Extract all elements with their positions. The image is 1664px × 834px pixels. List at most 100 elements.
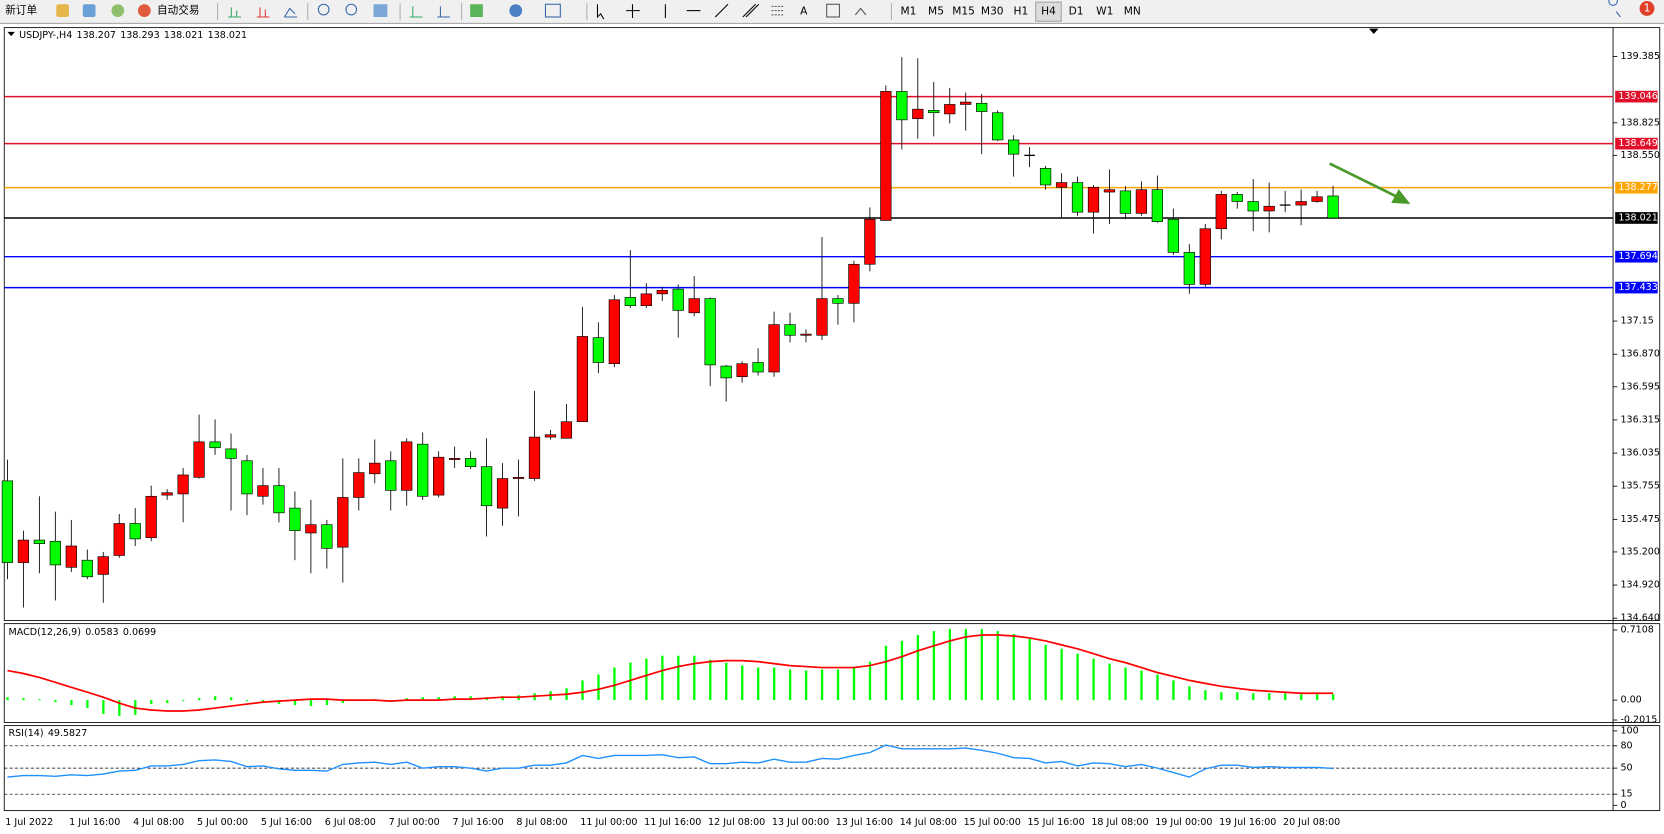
y-tick-label: 136.870 <box>1620 349 1659 360</box>
level-label: 138.649 <box>1618 138 1657 149</box>
level-label-bg <box>1615 281 1658 294</box>
icon[interactable] <box>373 4 388 17</box>
candle-body <box>816 298 828 336</box>
search-icon[interactable] <box>1608 0 1621 18</box>
candle-body <box>704 298 716 366</box>
macd-bar <box>245 700 249 702</box>
trend-arrow <box>1329 162 1411 204</box>
channel-icon[interactable] <box>742 3 760 18</box>
level-label: 137.694 <box>1618 251 1657 262</box>
macd-bar <box>804 670 808 701</box>
signal-value: 0.0699 <box>123 627 156 638</box>
macd-bar <box>229 697 233 701</box>
candle-body <box>880 91 892 221</box>
rsi-value: 49.5827 <box>48 728 87 739</box>
macd-title: MACD(12,26,9) <box>8 627 80 638</box>
candle-body <box>608 299 620 365</box>
zoom-out-icon[interactable] <box>345 3 358 16</box>
timeframe-button[interactable]: H4 <box>1041 5 1056 18</box>
icon[interactable] <box>437 6 450 18</box>
candle-body <box>145 495 157 539</box>
macd-bar <box>996 631 999 701</box>
timeframe-button[interactable]: W1 <box>1096 5 1113 18</box>
candle-body <box>1215 194 1227 230</box>
macd-bar <box>293 700 297 706</box>
candle-body <box>1 480 14 563</box>
level-label-bg <box>1615 212 1658 224</box>
macd-bar <box>1268 693 1271 701</box>
level-label-bg <box>1615 137 1658 150</box>
candle-body <box>401 441 413 491</box>
macd-bar <box>884 645 888 701</box>
y-tick-label: 134.640 <box>1620 613 1659 624</box>
icon[interactable] <box>256 7 270 18</box>
icon[interactable] <box>470 4 483 17</box>
macd-bar <box>820 669 824 701</box>
timeframe-button[interactable]: H1 <box>1014 5 1029 18</box>
open: 138.207 <box>77 30 116 41</box>
candle-body <box>688 298 700 314</box>
candle-body <box>864 218 876 265</box>
candle-body <box>1151 189 1163 222</box>
text-icon[interactable]: A <box>800 5 808 18</box>
fibo-icon[interactable] <box>771 5 785 16</box>
icon[interactable] <box>228 7 241 18</box>
icon[interactable] <box>56 4 69 17</box>
candle-body <box>640 293 652 307</box>
macd-bar <box>980 629 983 701</box>
macd-bar <box>677 655 680 701</box>
macd-bar <box>1108 663 1111 701</box>
auto-trading-button[interactable]: 自动交易 <box>157 4 199 17</box>
candle-body <box>161 492 173 496</box>
candle-body <box>1247 201 1259 212</box>
timeframe-button[interactable]: M1 <box>900 5 916 18</box>
arrow-icon[interactable] <box>854 7 867 16</box>
shift-marker <box>1368 28 1379 34</box>
y-tick-label: 50 <box>1620 763 1632 774</box>
icon[interactable] <box>544 3 561 18</box>
zoom-in-icon[interactable] <box>317 3 330 16</box>
candle-body <box>257 485 269 497</box>
macd-bar <box>1172 680 1175 701</box>
symbol: USDJPY-,H4 <box>19 30 72 41</box>
cursor-icon[interactable] <box>596 4 605 20</box>
icon[interactable] <box>409 6 423 18</box>
candle-body <box>560 421 573 439</box>
candle-body <box>784 324 796 336</box>
active-timeframe <box>1035 1 1062 22</box>
timeframe-button[interactable]: MN <box>1124 5 1141 18</box>
level-label-bg <box>1615 90 1658 103</box>
trendline-icon[interactable] <box>714 3 729 18</box>
timeframe-button[interactable]: M5 <box>928 5 944 18</box>
candle-body <box>944 104 956 115</box>
macd-bar <box>22 698 25 701</box>
crosshair-icon[interactable] <box>626 4 640 19</box>
candle-body <box>129 523 141 540</box>
icon[interactable] <box>111 4 125 17</box>
arrow-shaft <box>1329 162 1400 199</box>
auto-trading-icon[interactable] <box>137 4 151 17</box>
new-order-button[interactable]: 新订单 <box>5 4 37 17</box>
icon[interactable] <box>283 7 298 18</box>
candle-body <box>241 460 253 495</box>
macd-bar <box>1140 670 1143 701</box>
timeframe-button[interactable]: M15 <box>952 5 975 18</box>
icon[interactable] <box>82 4 96 17</box>
macd-bar <box>421 697 424 701</box>
candle-body <box>1199 228 1211 285</box>
level-label: 137.433 <box>1618 282 1657 293</box>
timeframe-button[interactable]: M30 <box>981 5 1004 18</box>
timeframe-button[interactable]: D1 <box>1069 5 1084 18</box>
notification-badge[interactable] <box>1639 1 1655 16</box>
level-label-bg <box>1615 250 1658 263</box>
candle-body <box>1119 190 1132 214</box>
level-label: 139.046 <box>1618 91 1657 102</box>
macd-bar <box>54 700 57 703</box>
macd-bar <box>1252 693 1255 701</box>
label-icon[interactable] <box>826 3 840 18</box>
macd-bar <box>277 700 281 705</box>
icon[interactable] <box>509 4 523 17</box>
symbol-menu[interactable] <box>7 31 15 37</box>
candle-body <box>1183 252 1195 285</box>
